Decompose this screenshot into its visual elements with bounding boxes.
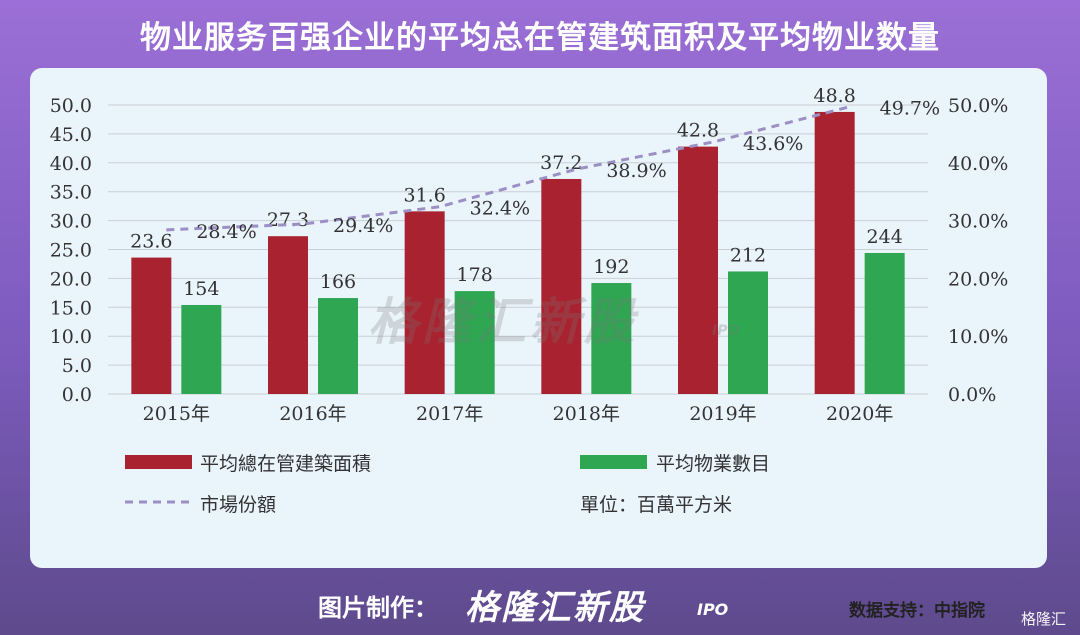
y-tick-left: 30.0	[50, 211, 92, 233]
y-tick-left: 25.0	[50, 240, 92, 262]
y-tick-left: 40.0	[50, 153, 92, 175]
data-label-share: 32.4%	[470, 198, 530, 220]
footer-brand-logo: 格隆汇新股	[465, 588, 645, 628]
source-label: 数据支持：中指院	[849, 601, 985, 621]
data-label-share: 28.4%	[196, 221, 256, 243]
bar-area	[678, 146, 718, 394]
y-tick-right: 50.0%	[948, 95, 1008, 117]
y-tick-left: 5.0	[62, 355, 92, 377]
bar-count	[181, 304, 222, 394]
footer-brand-ipo: IPO	[697, 600, 729, 619]
chart-card: 0.0 5.0 10.0 15.0 20.0 25.0 30.0 35.0 40.0 45.0 50…	[30, 68, 1047, 621]
y-tick-right: 10.0%	[948, 326, 1008, 348]
x-tick-label: 2017年	[416, 403, 483, 425]
y-tick-left: 15.0	[50, 297, 92, 319]
legend-label-area: 平均總在管建築面積	[200, 453, 372, 475]
y-tick-right: 0.0%	[948, 384, 996, 406]
legend-swatch-count	[580, 455, 647, 469]
legend-swatch-share	[125, 500, 193, 504]
data-label-area: 37.2	[540, 152, 582, 174]
footer-credit-label: 图片制作：	[318, 594, 438, 622]
data-label-count: 166	[320, 271, 356, 293]
data-label-count: 244	[867, 226, 903, 248]
watermark-text: 格隆汇新股	[368, 293, 638, 351]
y-tick-left: 35.0	[50, 182, 92, 204]
legend-swatch-area	[125, 455, 192, 469]
bar-count	[728, 271, 768, 394]
data-label-share: 49.7%	[880, 98, 940, 120]
bar-count	[454, 291, 495, 394]
legend-label-share: 市場份額	[200, 494, 277, 516]
data-label-count: 192	[593, 256, 629, 278]
x-tick-label: 2015年	[143, 403, 210, 425]
y-tick-left: 0.0	[62, 384, 92, 406]
bar-area	[268, 236, 308, 394]
x-tick-label: 2018年	[553, 403, 620, 425]
x-tick-label: 2016年	[279, 403, 346, 425]
y-tick-right: 20.0%	[948, 268, 1008, 290]
data-label-share: 29.4%	[333, 215, 393, 237]
chart-title: 物业服务百强企业的平均总在管建筑面积及平均物业数量	[140, 20, 940, 56]
data-label-count: 154	[183, 278, 219, 300]
data-label-area: 23.6	[130, 231, 172, 253]
chart-svg: 0.0 5.0 10.0 15.0 20.0 25.0 30.0 35.0 40.0 45.0 50…	[50, 85, 1009, 425]
data-label-share: 43.6%	[743, 133, 803, 155]
corner-logo: 格隆汇	[1020, 610, 1066, 628]
bar-area	[814, 111, 855, 394]
watermark-ipo: IPO	[712, 323, 740, 339]
data-label-area: 48.8	[814, 85, 856, 107]
y-tick-left: 20.0	[50, 268, 92, 290]
data-label-count: 178	[457, 264, 493, 286]
unit-label: 單位：百萬平方米	[580, 494, 733, 516]
y-tick-left: 50.0	[50, 95, 92, 117]
data-label-area: 31.6	[404, 184, 446, 206]
legend-label-count: 平均物業數目	[656, 453, 771, 475]
bar-area	[404, 211, 445, 394]
y-tick-right: 30.0%	[948, 211, 1008, 233]
y-tick-right: 40.0%	[948, 153, 1008, 175]
share-line	[166, 105, 851, 232]
x-tick-label: 2020年	[826, 403, 893, 425]
data-label-area: 27.3	[267, 209, 309, 231]
y-tick-left: 10.0	[50, 326, 92, 348]
bar-area	[541, 178, 582, 394]
x-tick-label: 2019年	[689, 403, 756, 425]
data-label-area: 42.8	[677, 120, 719, 142]
y-tick-left: 45.0	[50, 124, 92, 146]
data-label-share: 38.9%	[606, 160, 666, 182]
data-label-count: 212	[730, 244, 766, 266]
bar-area	[131, 257, 172, 394]
bar-count	[591, 283, 632, 394]
bar-count	[864, 252, 905, 394]
bar-count	[318, 298, 358, 394]
